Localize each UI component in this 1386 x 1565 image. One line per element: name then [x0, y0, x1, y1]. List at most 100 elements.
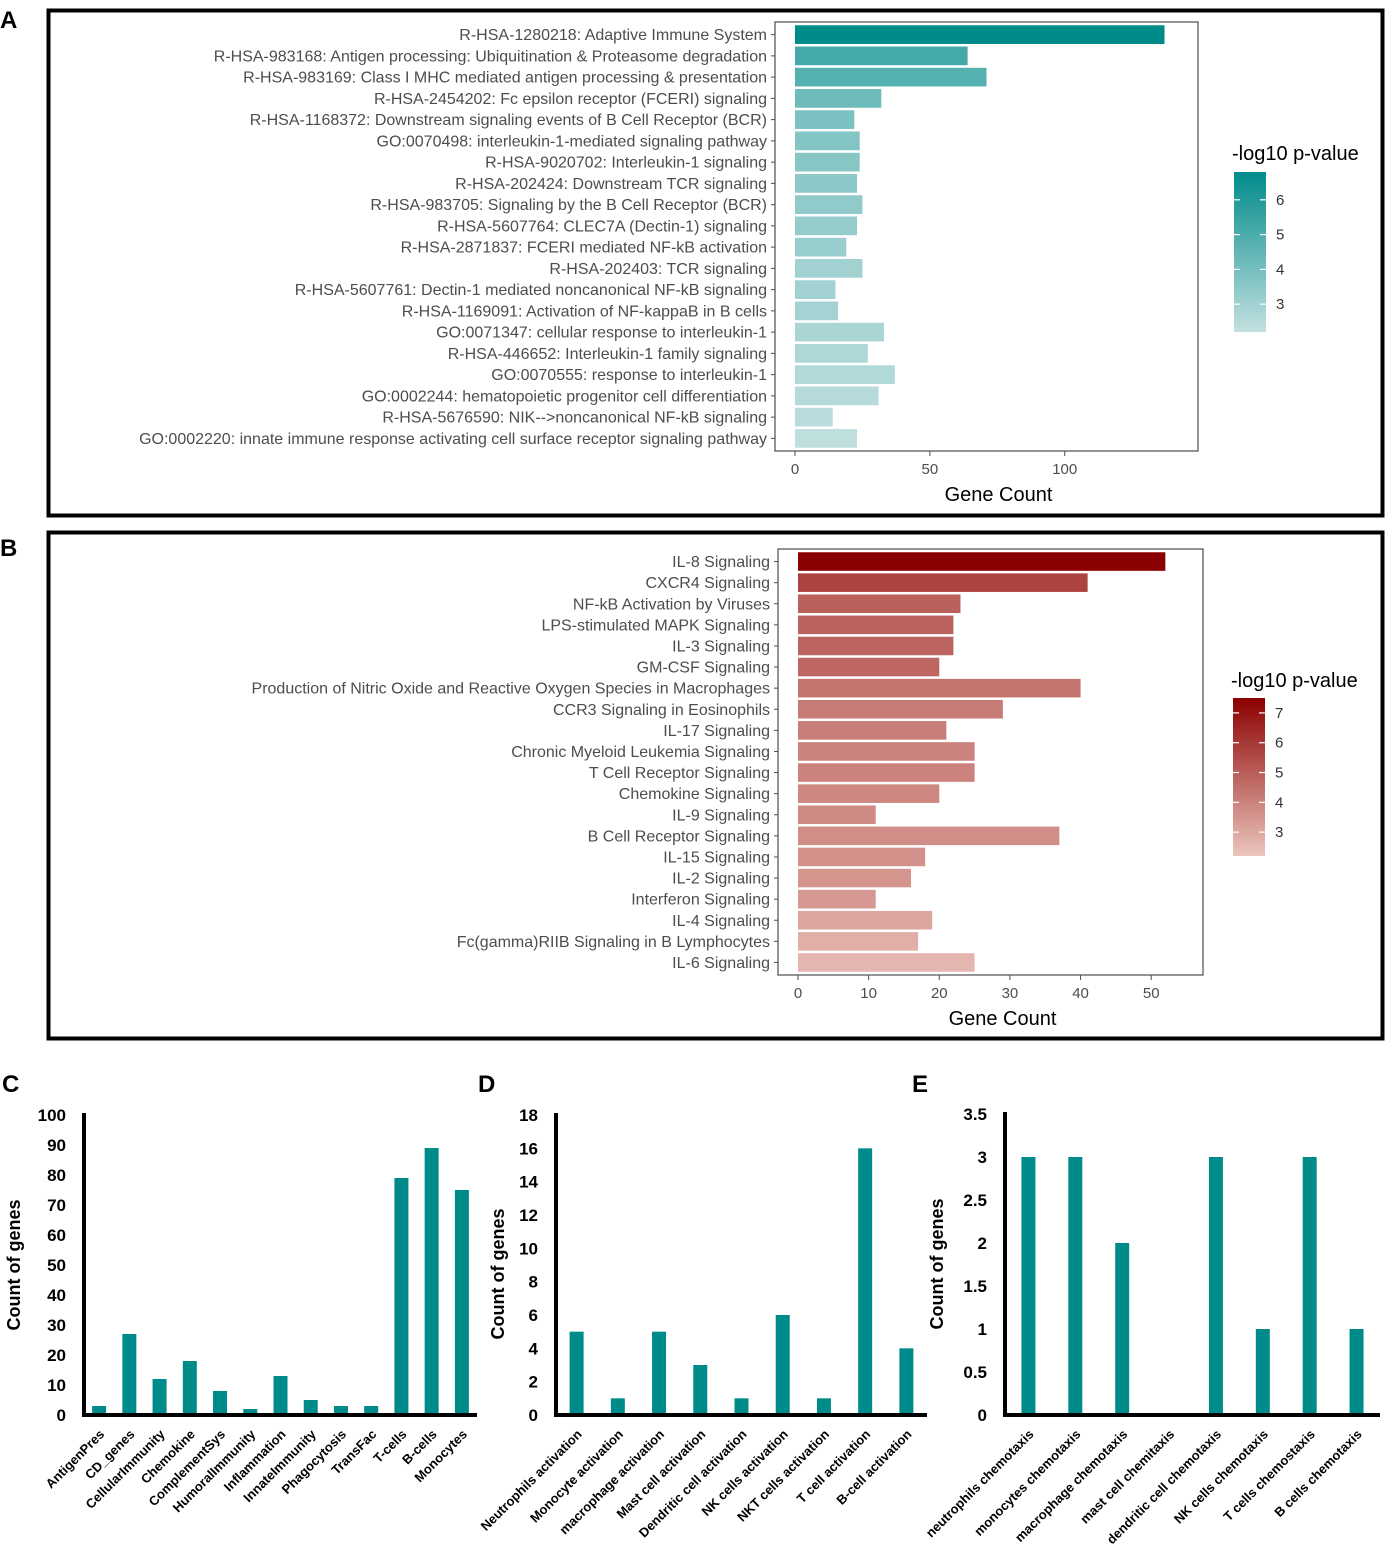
panel-b-letter: B [0, 535, 17, 562]
x-tick-label: 30 [1002, 985, 1019, 1002]
bar [798, 678, 1081, 698]
legend-tick-label: 4 [1275, 794, 1283, 811]
bar [899, 1348, 914, 1415]
y-axis-title: Count of genes [488, 1209, 508, 1340]
y-tick-label: 18 [519, 1106, 538, 1125]
y-tick-label: 0 [978, 1406, 987, 1425]
bar [795, 280, 836, 299]
legend-tick-label: 3 [1275, 824, 1283, 841]
bar [693, 1365, 708, 1415]
category-label: IL-9 Signaling [672, 807, 770, 824]
plot-border [777, 548, 1204, 976]
category-label: T cell activation [794, 1426, 874, 1506]
bar [798, 910, 933, 930]
panel-d-letter: D [478, 1071, 495, 1098]
bar [798, 636, 954, 656]
category-label: IL-3 Signaling [672, 638, 770, 655]
category-label: B-cell activation [833, 1426, 914, 1507]
category-label: R-HSA-983705: Signaling by the B Cell Re… [370, 197, 767, 214]
category-label: R-HSA-5607761: Dectin-1 mediated noncano… [295, 282, 767, 299]
bar [1115, 1243, 1130, 1415]
panel-e-letter: E [912, 1071, 928, 1098]
bar [798, 721, 947, 740]
bar [454, 1190, 469, 1415]
legend-tick-label: 6 [1275, 735, 1283, 752]
bar [795, 365, 895, 384]
x-tick-label: 0 [791, 461, 799, 478]
bar [798, 932, 919, 951]
y-tick-label: 16 [519, 1139, 538, 1158]
y-tick-label: 3 [978, 1148, 987, 1167]
legend-tick-label: 5 [1275, 765, 1283, 782]
bar [610, 1398, 625, 1415]
category-label: CCR3 Signaling in Eosinophils [553, 702, 770, 719]
panel-b-frame [46, 530, 1385, 1041]
category-label: R-HSA-2454202: Fc epsilon receptor (FCER… [374, 91, 767, 108]
legend-title: -log10 p-value [1231, 670, 1358, 692]
bar [816, 1398, 831, 1415]
bar [795, 322, 885, 342]
y-axis-title: Count of genes [927, 1199, 947, 1330]
category-label: IL-6 Signaling [672, 955, 770, 972]
bar [795, 174, 858, 193]
legend-colorbar [1234, 172, 1266, 332]
chart-a: R-HSA-1280218: Adaptive Immune System R-H… [139, 21, 1359, 506]
x-tick-label: 0 [794, 985, 802, 1002]
bar [795, 67, 987, 87]
bar [798, 847, 926, 867]
panel-a-letter: A [0, 7, 17, 34]
category-label: R-HSA-1168372: Downstream signaling even… [250, 112, 767, 129]
bar [795, 344, 868, 363]
bar [798, 889, 876, 909]
category-label: Production of Nitric Oxide and Reactive … [252, 681, 770, 698]
category-label: R-HSA-202424: Downstream TCR signaling [455, 176, 767, 193]
bar [1302, 1157, 1317, 1415]
bar [795, 89, 882, 108]
bar [213, 1391, 228, 1415]
bar [798, 657, 940, 677]
y-tick-label: 4 [529, 1339, 539, 1358]
bar [798, 552, 1166, 571]
bar [795, 216, 858, 236]
y-tick-label: 10 [47, 1376, 66, 1395]
chart-c: 0102030405060708090100AntigenPresCD_gene… [4, 1106, 477, 1515]
bar [858, 1148, 873, 1415]
y-tick-label: 60 [47, 1226, 66, 1245]
bar [798, 699, 1003, 719]
y-tick-label: 90 [47, 1136, 66, 1155]
bar [1021, 1157, 1036, 1415]
category-label: GO:0070555: response to interleukin-1 [491, 367, 767, 384]
bar [333, 1406, 348, 1415]
y-tick-label: 10 [519, 1239, 538, 1258]
category-label: Chronic Myeloid Leukemia Signaling [511, 744, 770, 761]
category-label: IL-17 Signaling [663, 723, 770, 740]
category-label: IL-15 Signaling [663, 849, 770, 866]
legend-tick-label: 5 [1276, 227, 1284, 244]
bar [795, 407, 833, 427]
bar [122, 1334, 137, 1415]
y-tick-label: 70 [47, 1196, 66, 1215]
y-tick-label: 0.5 [963, 1363, 987, 1382]
category-label: T cells chemostaxis [1220, 1427, 1317, 1524]
x-tick-label: 10 [860, 985, 877, 1002]
bar [798, 805, 876, 825]
y-tick-label: 80 [47, 1166, 66, 1185]
y-tick-label: 6 [529, 1306, 538, 1325]
plot-border [774, 21, 1199, 452]
bar [273, 1376, 288, 1415]
x-axis-title: Gene Count [949, 1008, 1057, 1030]
category-label: CXCR4 Signaling [645, 575, 770, 592]
bar [152, 1379, 167, 1415]
bar [798, 573, 1088, 592]
bar [798, 826, 1060, 846]
bar [394, 1178, 409, 1415]
bar [569, 1331, 584, 1415]
y-tick-label: 20 [47, 1346, 66, 1365]
category-label: IL-8 Signaling [672, 554, 770, 571]
bar [798, 953, 975, 972]
category-label: R-HSA-983168: Antigen processing: Ubiqui… [214, 48, 767, 65]
category-label: GO:0002244: hematopoietic progenitor cel… [362, 388, 767, 405]
y-tick-label: 14 [519, 1173, 538, 1192]
y-tick-label: 1 [978, 1320, 987, 1339]
